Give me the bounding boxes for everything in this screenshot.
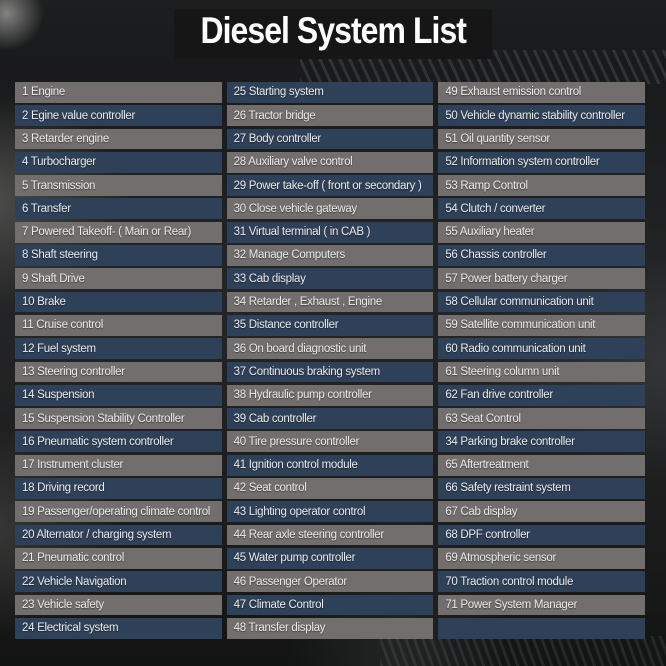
header: Diesel System List bbox=[0, 0, 666, 78]
list-item[interactable]: 29 Power take-off ( front or secondary ) bbox=[226, 175, 434, 196]
list-item[interactable]: 24 Electrical system bbox=[15, 617, 222, 639]
list-item[interactable]: 42 Seat control bbox=[226, 478, 434, 499]
system-list-column-1: 1 Engine 2 Egine value controller 3 Retard… bbox=[15, 82, 222, 639]
list-item[interactable]: 21 Pneumatic control bbox=[15, 547, 222, 569]
list-item[interactable]: 12 Fuel system bbox=[15, 338, 222, 360]
list-item[interactable]: 6 Transfer bbox=[15, 198, 222, 220]
list-item[interactable]: 71 Power System Manager bbox=[438, 594, 645, 616]
list-item[interactable]: 70 Traction control module bbox=[438, 571, 645, 593]
list-item[interactable]: 47 Climate Control bbox=[226, 594, 434, 616]
list-item[interactable]: 52 Information system controller bbox=[438, 151, 645, 173]
list-item[interactable]: 60 Radio communication unit bbox=[438, 338, 645, 360]
list-item[interactable]: 34 Retarder , Exhaust , Engine bbox=[226, 291, 434, 313]
list-item[interactable]: 3 Retarder engine bbox=[15, 128, 222, 150]
list-item[interactable]: 43 Lighting operator control bbox=[226, 501, 434, 523]
list-item[interactable]: 48 Transfer display bbox=[226, 617, 434, 639]
list-item[interactable]: 56 Chassis controller bbox=[438, 245, 645, 266]
list-item[interactable]: 10 Brake bbox=[15, 291, 222, 313]
list-item[interactable]: 9 Shaft Drive bbox=[15, 268, 222, 290]
list-item[interactable]: 26 Tractor bridge bbox=[226, 105, 434, 127]
list-item[interactable]: 18 Driving record bbox=[15, 478, 222, 499]
list-item[interactable]: 54 Clutch / converter bbox=[438, 198, 645, 220]
list-item[interactable]: 61 Steering column unit bbox=[438, 361, 645, 383]
list-item[interactable]: 50 Vehicle dynamic stability controller bbox=[438, 105, 645, 127]
list-item[interactable]: 5 Transmission bbox=[15, 175, 222, 196]
list-item[interactable]: 7 Powered Takeoff- ( Main or Rear) bbox=[15, 221, 222, 243]
list-item[interactable]: 37 Continuous braking system bbox=[226, 361, 434, 383]
list-item[interactable]: 63 Seat Control bbox=[438, 408, 645, 429]
list-item[interactable]: 30 Close vehicle gateway bbox=[226, 198, 434, 220]
list-item[interactable]: 4 Turbocharger bbox=[15, 151, 222, 173]
list-item[interactable]: 13 Steering controller bbox=[15, 361, 222, 383]
list-item[interactable]: 69 Atmospheric sensor bbox=[438, 547, 645, 569]
list-item-empty bbox=[438, 617, 645, 639]
list-item[interactable]: 36 On board diagnostic unit bbox=[226, 338, 434, 360]
list-item[interactable]: 34 Parking brake controller bbox=[438, 431, 645, 453]
title-box: Diesel System List bbox=[173, 9, 493, 59]
list-item[interactable]: 31 Virtual terminal ( in CAB ) bbox=[226, 221, 434, 243]
list-item[interactable]: 14 Suspension bbox=[15, 384, 222, 406]
list-item[interactable]: 2 Egine value controller bbox=[15, 105, 222, 127]
list-item[interactable]: 68 DPF controller bbox=[438, 524, 645, 546]
list-item[interactable]: 55 Auxiliary heater bbox=[438, 221, 645, 243]
list-item[interactable]: 35 Distance controller bbox=[226, 314, 434, 336]
list-item[interactable]: 49 Exhaust emission control bbox=[438, 82, 645, 103]
list-item[interactable]: 44 Rear axle steering controller bbox=[226, 524, 434, 546]
list-item[interactable]: 16 Pneumatic system controller bbox=[15, 431, 222, 453]
list-item[interactable]: 53 Ramp Control bbox=[438, 175, 645, 196]
list-item[interactable]: 66 Safety restraint system bbox=[438, 478, 645, 499]
list-item[interactable]: 22 Vehicle Navigation bbox=[15, 571, 222, 593]
page-title: Diesel System List bbox=[200, 10, 466, 52]
list-item[interactable]: 27 Body controller bbox=[226, 128, 434, 150]
list-item[interactable]: 41 Ignition control module bbox=[226, 454, 434, 476]
list-item[interactable]: 19 Passenger/operating climate control bbox=[15, 501, 222, 523]
list-item[interactable]: 17 Instrument cluster bbox=[15, 454, 222, 476]
list-item[interactable]: 25 Starting system bbox=[226, 82, 434, 103]
list-item[interactable]: 46 Passenger Operator bbox=[226, 571, 434, 593]
engine-fins-texture-bottom bbox=[380, 636, 666, 666]
list-item[interactable]: 1 Engine bbox=[15, 82, 222, 103]
list-item[interactable]: 28 Auxiliary valve control bbox=[226, 151, 434, 173]
list-item[interactable]: 67 Cab display bbox=[438, 501, 645, 523]
list-item[interactable]: 38 Hydraulic pump controller bbox=[226, 384, 434, 406]
list-item[interactable]: 65 Aftertreatment bbox=[438, 454, 645, 476]
list-item[interactable]: 59 Satellite communication unit bbox=[438, 314, 645, 336]
list-item[interactable]: 45 Water pump controller bbox=[226, 547, 434, 569]
list-item[interactable]: 8 Shaft steering bbox=[15, 245, 222, 266]
list-item[interactable]: 62 Fan drive controller bbox=[438, 384, 645, 406]
list-item[interactable]: 23 Vehicle safety bbox=[15, 594, 222, 616]
system-list-column-2: 25 Starting system 26 Tractor bridge 27 Bo… bbox=[226, 82, 434, 639]
system-list-column-3: 49 Exhaust emission control 50 Vehicle dy… bbox=[438, 82, 645, 639]
list-item[interactable]: 40 Tire pressure controller bbox=[226, 431, 434, 453]
system-list: 1 Engine 2 Egine value controller 3 Retard… bbox=[15, 82, 645, 639]
list-item[interactable]: 39 Cab controller bbox=[226, 408, 434, 429]
list-item[interactable]: 33 Cab display bbox=[226, 268, 434, 290]
list-item[interactable]: 20 Alternator / charging system bbox=[15, 524, 222, 546]
list-item[interactable]: 11 Cruise control bbox=[15, 314, 222, 336]
list-item[interactable]: 32 Manage Computers bbox=[226, 245, 434, 266]
list-item[interactable]: 15 Suspension Stability Controller bbox=[15, 408, 222, 429]
list-item[interactable]: 58 Cellular communication unit bbox=[438, 291, 645, 313]
list-item[interactable]: 57 Power battery charger bbox=[438, 268, 645, 290]
list-item[interactable]: 51 Oil quantity sensor bbox=[438, 128, 645, 150]
